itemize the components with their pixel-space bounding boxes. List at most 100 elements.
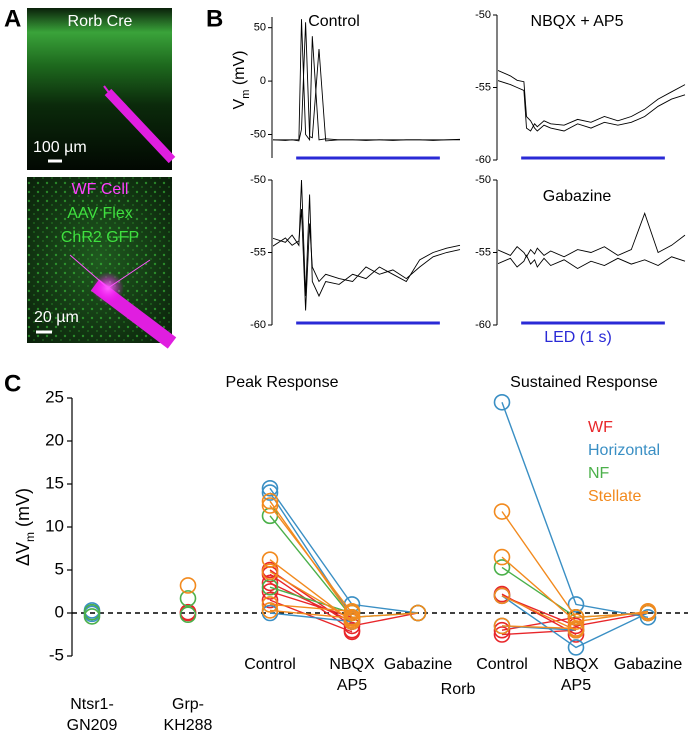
micrograph-top: Rorb Cre 100 µm [27,8,176,170]
point [261,551,279,568]
connector [269,500,419,619]
connector [501,595,649,627]
x-tick-label: NBQX [553,656,599,673]
panel-label: A [4,5,21,32]
point [83,608,101,625]
point [343,609,361,627]
image-label: ChR2 GFP [61,229,139,246]
y-axis-label-unit: (mV) [13,488,33,532]
led-label: LED (1 s) [544,329,612,346]
connector [269,609,353,619]
x-tick-label: GN209 [67,717,118,734]
y-tick-label: 0 [55,602,64,621]
point [261,591,279,609]
point [567,613,585,630]
x-tick-label: AP5 [337,677,367,694]
connector [501,625,577,630]
point [493,587,511,605]
x-tick-label: NBQX [329,656,375,673]
connector [269,586,353,614]
point [567,620,585,637]
connector [269,582,353,623]
trace [498,254,686,270]
x-tick-label: Control [244,656,296,673]
point [179,577,197,594]
y-tick-label: -50 [475,174,491,186]
y-axis-label: Vm (mV) [231,51,252,110]
trace [273,208,461,311]
point [261,596,279,613]
group-label: Rorb [441,681,476,698]
y-tick-label: -60 [250,319,266,331]
point [409,604,427,622]
point [179,590,197,607]
trace [273,180,461,298]
point [567,596,585,613]
point [493,393,511,411]
image-label: WF Cell [72,181,129,198]
point [179,606,197,624]
y-tick-label: -55 [475,81,491,93]
panel-label: B [206,5,223,32]
y-axis-label-sub: m [240,90,252,99]
data-marks [83,393,657,656]
y-tick-label: -5 [49,645,64,664]
point [261,492,279,510]
image-label: AAV Flex [67,205,133,222]
legend-label: NF [588,465,610,482]
y-axis-label-unit: (mV) [231,51,248,90]
y-tick-label: -50 [250,174,266,186]
point [567,626,585,643]
connector [501,402,649,618]
point [261,479,279,497]
point [261,497,279,514]
y-axis-label-main: ΔV [13,542,33,566]
x-tick-label: AP5 [561,677,591,694]
chart-title: Sustained Response [510,374,658,391]
point [493,621,511,639]
point [261,484,279,501]
y-tick-label: 15 [45,473,64,492]
y-tick-label: -60 [475,319,491,331]
point [261,583,279,600]
point [343,602,361,620]
point [493,559,511,576]
image-title: Rorb Cre [68,13,133,30]
connector [269,612,353,623]
point [83,603,101,621]
x-tick-label: Ntsr1- [70,696,114,713]
micrograph-bottom: WF Cell AAV Flex ChR2 GFP 20 µm [27,177,177,349]
x-tick-label: KH288 [164,717,213,734]
chart-title: Gabazine [543,188,612,205]
y-tick-label: -50 [475,9,491,21]
trace [273,19,460,142]
scale-label: 20 µm [34,309,79,326]
point [261,602,279,619]
connector [269,603,353,612]
chart-title: NBQX + AP5 [531,13,624,30]
trace [273,22,461,142]
connector [269,492,353,618]
trace [498,80,686,132]
point [261,574,279,592]
y-tick-label: 20 [45,430,64,449]
connector [269,590,353,618]
y-tick-label: 10 [45,516,64,535]
point [493,626,511,643]
x-tick-label: Grp- [172,696,204,713]
chart-title: Control [308,13,360,30]
panel-label: C [4,370,21,397]
y-tick-label: 50 [254,22,266,34]
point [567,608,585,626]
legend-label: Stellate [588,488,641,505]
point [261,563,279,581]
connector [269,571,353,621]
y-tick-label: 5 [55,559,64,578]
y-axis-label: ΔVm (mV) [13,488,37,566]
point [493,617,511,635]
x-tick-label: Gabazine [384,656,453,673]
point [567,639,585,656]
y-tick-label: -50 [250,128,266,140]
